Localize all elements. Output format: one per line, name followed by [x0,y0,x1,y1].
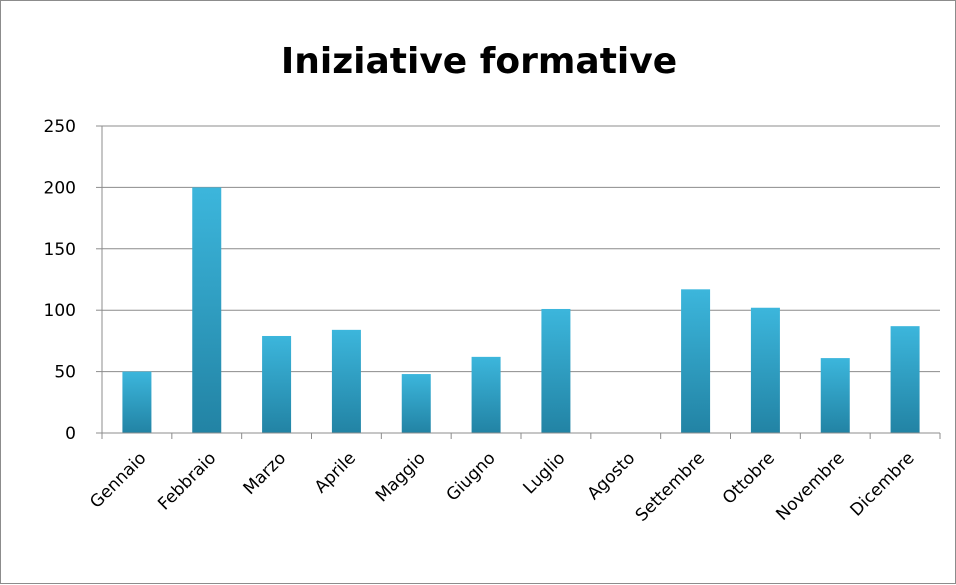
bar [122,371,152,433]
y-tick-label: 0 [65,424,76,444]
x-tick-label: Maggio [372,448,430,506]
x-tick-label: Agosto [584,448,640,504]
x-tick-label: Giugno [443,448,500,505]
x-tick-label: Gennaio [86,448,150,512]
x-tick-label: Novembre [772,448,848,524]
bar [820,358,850,433]
y-tick-label: 50 [54,363,76,383]
x-tick-label: Ottobre [719,448,779,508]
x-tick-label: Settembre [632,448,709,525]
bar [681,289,711,433]
x-tick-label: Marzo [240,448,290,498]
y-tick-labels: 0 50 100 150 200 250 [44,117,76,444]
x-tick-label: Dicembre [846,448,918,520]
y-tick-label: 200 [44,178,76,198]
chart-title: Iniziative formative [280,41,678,82]
y-tick-label: 250 [44,117,76,137]
x-tick-labels: Gennaio Febbraio Marzo Aprile Maggio Giugno Lu… [86,448,918,525]
x-tick-label: Luglio [520,448,570,498]
x-tick-label: Febbraio [154,448,220,514]
bar [262,335,292,433]
gridlines [102,125,940,373]
y-tick-label: 100 [44,301,76,321]
bar [401,374,431,433]
bar [890,326,920,433]
bar [750,307,780,433]
bar [192,187,222,433]
bars [122,187,920,433]
bar [471,356,501,433]
x-tick-label: Aprile [311,448,360,497]
bar [331,329,361,433]
bar [541,308,571,433]
y-tick-label: 150 [44,240,76,260]
axes [96,125,941,439]
